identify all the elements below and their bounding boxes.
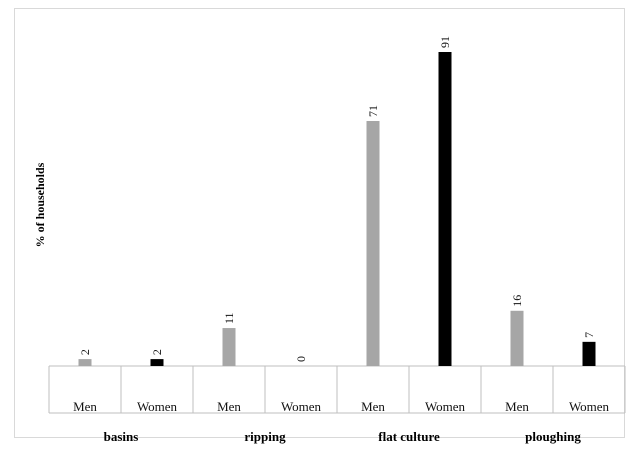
x-tick-label: Women <box>425 399 466 414</box>
bar-men <box>366 121 380 366</box>
group-label: ploughing <box>525 429 581 444</box>
data-label: 71 <box>366 105 380 117</box>
bar-men <box>222 328 236 366</box>
group-label: ripping <box>244 429 286 444</box>
bar-men <box>510 310 524 366</box>
x-tick-label: Women <box>569 399 610 414</box>
bar-women <box>438 52 452 366</box>
x-tick-label: Men <box>361 399 385 414</box>
data-label: 91 <box>438 36 452 48</box>
bar-men <box>78 359 92 366</box>
data-label: 2 <box>78 349 92 355</box>
x-tick-label: Men <box>217 399 241 414</box>
data-label: 11 <box>222 312 236 324</box>
y-axis-label: % of households <box>33 162 47 247</box>
bar-women <box>150 359 164 366</box>
x-tick-label: Women <box>281 399 322 414</box>
x-tick-label: Men <box>73 399 97 414</box>
plot-area: 2 Men 2 Women 11 Men 0 Women 71 Men 91 Women 16 Men 7 W… <box>48 36 626 444</box>
x-tick-label: Men <box>505 399 529 414</box>
group-label: basins <box>104 429 139 444</box>
x-tick-label: Women <box>137 399 178 414</box>
group-label: flat culture <box>378 429 440 444</box>
data-label: 7 <box>582 332 596 338</box>
data-label: 0 <box>294 356 308 362</box>
data-label: 2 <box>150 349 164 355</box>
data-label: 16 <box>510 295 524 307</box>
bar-women <box>582 341 596 366</box>
